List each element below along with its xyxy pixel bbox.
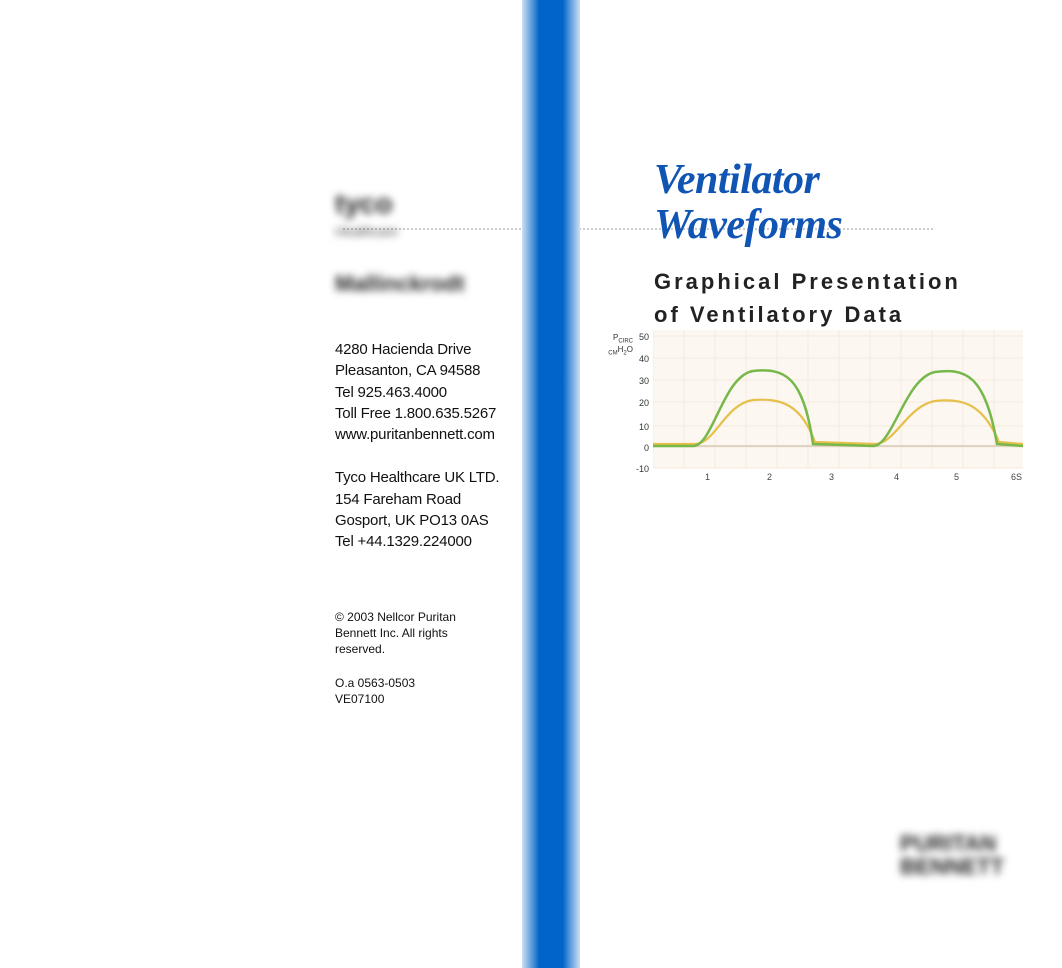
chart-y-axis-label: PCIRC — [605, 334, 633, 345]
healthcare-logo-text: Healthcare — [335, 224, 515, 239]
address-line: Gosport, UK PO13 0AS — [335, 510, 515, 531]
waveform-chart: PCIRC CMH2O 50403020100-10 123456S — [605, 326, 1025, 486]
address-line: 4280 Hacienda Drive — [335, 339, 515, 360]
chart-yunit-o: O — [627, 345, 633, 354]
chart-y-axis-unit: CMH2O — [603, 345, 633, 357]
copyright-line: reserved. — [335, 641, 515, 657]
tyco-logo: tyco — [335, 188, 515, 220]
chart-ytick: 20 — [635, 398, 649, 408]
chart-ytick: -10 — [635, 464, 649, 474]
chart-ytick: 10 — [635, 422, 649, 432]
address-line: 154 Fareham Road — [335, 489, 515, 510]
chart-svg — [653, 326, 1023, 486]
website-line: www.puritanbennett.com — [335, 424, 515, 445]
address-block-uk: Tyco Healthcare UK LTD. 154 Fareham Road… — [335, 467, 515, 552]
address-line: Pleasanton, CA 94588 — [335, 360, 515, 381]
doc-code-line: VE07100 — [335, 691, 515, 707]
page-subtitle-line1: Graphical Presentation — [654, 267, 1054, 298]
doc-code-line: O.a 0563-0503 — [335, 675, 515, 691]
address-line: Tel 925.463.4000 — [335, 382, 515, 403]
chart-ytick: 0 — [635, 443, 649, 453]
page-title-line1: Ventilator — [654, 158, 1054, 203]
chart-ylabel-circ: CIRC — [618, 339, 633, 345]
address-line: Tyco Healthcare UK LTD. — [335, 467, 515, 488]
address-line: Toll Free 1.800.635.5267 — [335, 403, 515, 424]
right-column: Ventilator Waveforms Graphical Presentat… — [654, 158, 1054, 331]
chart-ytick: 40 — [635, 354, 649, 364]
chart-ytick: 30 — [635, 376, 649, 386]
copyright-block: © 2003 Nellcor Puritan Bennett Inc. All … — [335, 609, 515, 658]
address-line: Tel +44.1329.224000 — [335, 531, 515, 552]
pb-logo-line2: BENNETT — [900, 855, 1004, 878]
doc-code-block: O.a 0563-0503 VE07100 — [335, 675, 515, 707]
pb-logo-line1: PURITAN — [900, 832, 1004, 855]
vertical-blue-bar — [522, 0, 580, 968]
left-column: tyco Healthcare Mallinckrodt 4280 Hacien… — [335, 188, 515, 708]
page-title-line2: Waveforms — [654, 203, 1054, 248]
chart-yunit-cm: CM — [608, 351, 617, 357]
mallinckrodt-logo: Mallinckrodt — [335, 271, 515, 297]
copyright-line: Bennett Inc. All rights — [335, 625, 515, 641]
chart-plot-area — [653, 326, 1023, 486]
chart-ytick: 50 — [635, 332, 649, 342]
puritan-bennett-logo: PURITAN BENNETT — [900, 832, 1004, 878]
copyright-line: © 2003 Nellcor Puritan — [335, 609, 515, 625]
address-block-us: 4280 Hacienda Drive Pleasanton, CA 94588… — [335, 339, 515, 445]
